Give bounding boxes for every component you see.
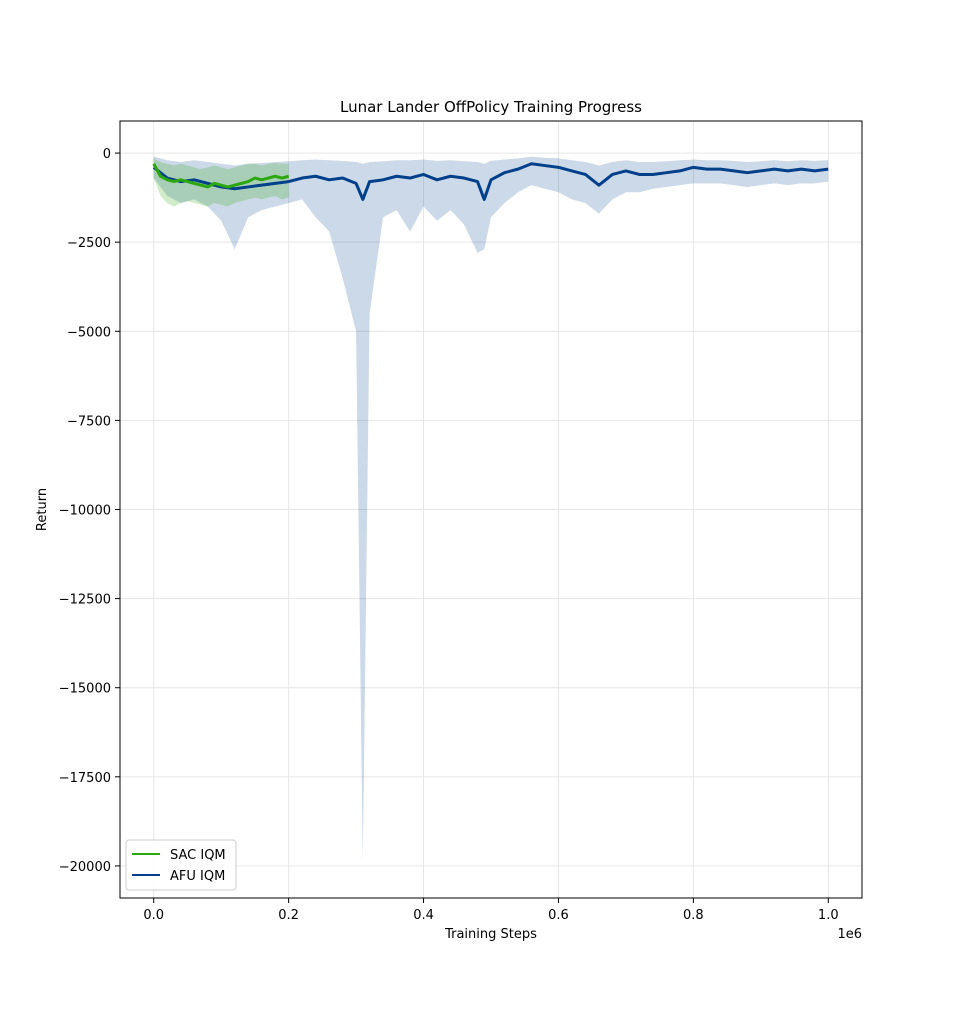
x-tick-label: 0.0 xyxy=(143,908,164,923)
chart-title: Lunar Lander OffPolicy Training Progress xyxy=(340,98,642,116)
y-tick-label: 0 xyxy=(103,147,111,162)
legend-box xyxy=(125,839,237,891)
x-axis-ticks: 0.0 0.2 0.4 0.6 0.8 1.0 xyxy=(143,898,839,923)
y-tick-label: −17500 xyxy=(59,771,111,786)
confidence-band xyxy=(153,158,289,207)
x-axis-offset-label: 1e6 xyxy=(837,927,862,942)
y-tick-label: −20000 xyxy=(59,860,111,875)
series-lines xyxy=(152,162,829,201)
y-tick-label: −7500 xyxy=(67,414,111,429)
x-tick-label: 0.2 xyxy=(278,908,299,923)
y-tick-label: −15000 xyxy=(59,682,111,697)
y-axis-ticks: 0 −2500 −5000 −7500 −10000 −12500 −15000 −17500… xyxy=(59,147,120,875)
y-tick-label: −2500 xyxy=(67,236,111,251)
x-tick-label: 1.0 xyxy=(818,908,839,923)
series-line xyxy=(152,163,290,189)
x-tick-label: 0.4 xyxy=(413,908,434,923)
y-tick-label: −12500 xyxy=(59,593,111,608)
y-axis-label: Return xyxy=(35,488,50,531)
legend-label: AFU IQM xyxy=(170,869,225,884)
x-tick-label: 0.6 xyxy=(548,908,569,923)
grid xyxy=(120,121,862,898)
x-axis-label: Training Steps xyxy=(444,927,537,942)
legend-label: SAC IQM xyxy=(170,848,226,863)
y-tick-label: −10000 xyxy=(59,504,111,519)
x-tick-label: 0.8 xyxy=(683,908,704,923)
series-line xyxy=(152,162,829,201)
legend: SAC IQM AFU IQM xyxy=(125,839,237,891)
y-tick-label: −5000 xyxy=(67,325,111,340)
confidence-bands xyxy=(153,156,829,863)
